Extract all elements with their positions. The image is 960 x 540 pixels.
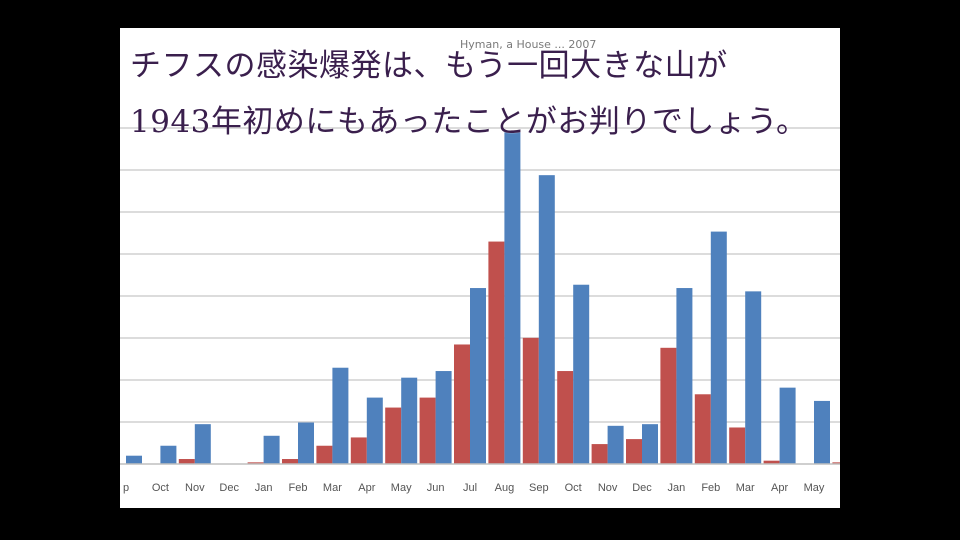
bar-series-0-19 bbox=[763, 460, 780, 464]
bar-series-1-8 bbox=[401, 377, 418, 464]
x-tick-label: Oct bbox=[565, 482, 582, 494]
x-tick-label: Mar bbox=[736, 482, 755, 494]
bar-series-0-6 bbox=[316, 445, 333, 464]
bar-series-1-5 bbox=[298, 422, 314, 464]
caption-line-2: 1943年初めにもあったことがお判りでしょう。 bbox=[130, 104, 808, 140]
bar-series-1-1 bbox=[160, 445, 177, 464]
bar-series-1-18 bbox=[745, 291, 762, 464]
bar-series-0-21 bbox=[832, 462, 840, 464]
bar-series-0-10 bbox=[454, 344, 470, 464]
bar-series-1-7 bbox=[366, 397, 383, 464]
bar-series-1-11 bbox=[504, 132, 521, 464]
x-tick-label: Aug bbox=[495, 482, 515, 494]
bar-series-1-20 bbox=[814, 400, 830, 464]
x-tick-label: Dec bbox=[632, 482, 652, 494]
bar-series-0-7 bbox=[350, 437, 367, 464]
bar-series-0-16 bbox=[660, 347, 677, 464]
bar-series-1-2 bbox=[194, 424, 211, 464]
bar-series-0-17 bbox=[694, 394, 711, 464]
bar-series-1-13 bbox=[573, 284, 590, 464]
bar-chart: p Oct Nov Dec Jan Feb Mar Apr May Jun Jul Aug Sep Oct… bbox=[120, 127, 840, 494]
x-tick-label: Apr bbox=[771, 482, 788, 494]
x-tick-label: p bbox=[123, 482, 129, 494]
x-tick-label: Feb bbox=[701, 482, 720, 494]
bar-series-0-11 bbox=[488, 241, 505, 464]
bar-series-1-16 bbox=[676, 288, 693, 464]
x-tick-label: Sep bbox=[529, 482, 549, 494]
chart-subtitle: Hyman, a House ... 2007 bbox=[460, 38, 597, 51]
bar-series-1-4 bbox=[263, 435, 280, 464]
slide-frame: p Oct Nov Dec Jan Feb Mar Apr May Jun Jul Aug Sep Oct… bbox=[120, 28, 840, 508]
x-tick-label: Jul bbox=[463, 482, 477, 494]
bar-series-1-9 bbox=[435, 371, 452, 464]
x-tick-label: Nov bbox=[185, 482, 205, 494]
x-tick-label: Jan bbox=[255, 482, 273, 494]
x-tick-label: Dec bbox=[219, 482, 239, 494]
bar-series-1-6 bbox=[332, 367, 349, 464]
x-tick-label: Apr bbox=[358, 482, 375, 494]
x-tick-label: Feb bbox=[289, 482, 308, 494]
x-tick-label: Mar bbox=[323, 482, 342, 494]
bar-series-1-10 bbox=[470, 288, 486, 464]
x-tick-label: Jun bbox=[427, 482, 445, 494]
bar-series-1-14 bbox=[607, 425, 624, 464]
bar-series-1-0 bbox=[126, 455, 142, 464]
x-tick-label: May bbox=[391, 482, 412, 494]
bar-series-0-18 bbox=[729, 427, 746, 464]
bar-series-1-12 bbox=[538, 175, 555, 464]
bar-series-0-5 bbox=[282, 459, 298, 464]
bar-series-0-13 bbox=[557, 371, 574, 464]
bar-series-0-12 bbox=[522, 337, 539, 464]
x-tick-label: May bbox=[804, 482, 825, 494]
x-tick-label: Nov bbox=[598, 482, 618, 494]
bar-series-1-17 bbox=[710, 231, 727, 464]
bar-series-0-4 bbox=[247, 462, 264, 464]
bar-series-1-15 bbox=[642, 424, 658, 464]
bar-series-0-9 bbox=[419, 397, 436, 464]
bar-series-0-15 bbox=[626, 439, 642, 464]
bar-series-0-14 bbox=[591, 444, 608, 464]
caption-line-1: チフスの感染爆発は、もう一回大きな山が bbox=[130, 48, 728, 84]
x-tick-label: Jan bbox=[668, 482, 686, 494]
bar-series-0-2 bbox=[178, 459, 195, 464]
x-tick-label: Oct bbox=[152, 482, 169, 494]
bar-series-0-8 bbox=[385, 407, 402, 464]
bar-series-1-19 bbox=[779, 387, 796, 464]
